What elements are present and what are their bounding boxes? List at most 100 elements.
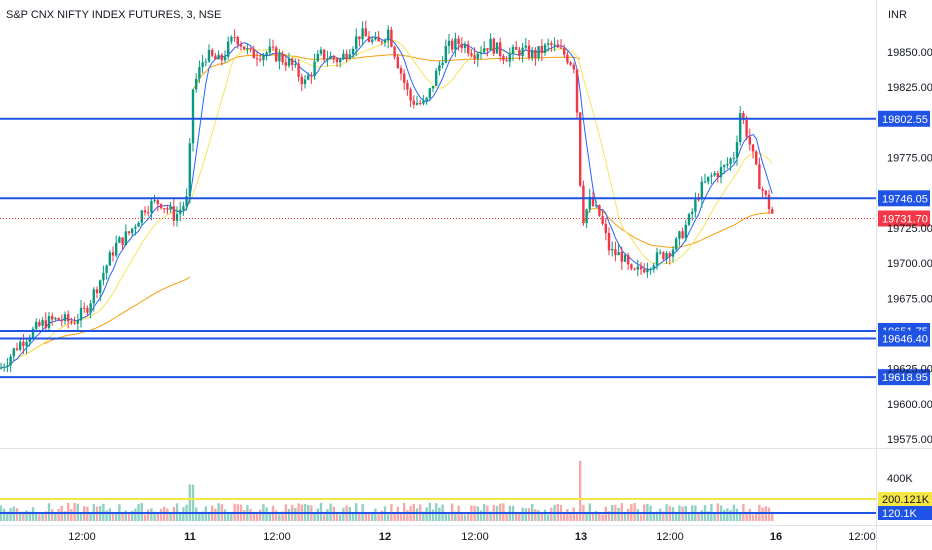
currency-label[interactable]: INR	[888, 9, 907, 21]
candle-body	[665, 253, 668, 260]
volume-bar	[543, 509, 547, 521]
volume-bar	[422, 511, 425, 521]
candle-body	[54, 318, 57, 320]
candle-body	[323, 49, 326, 60]
candle-body	[367, 36, 371, 43]
candle-body	[652, 265, 655, 270]
candle-body	[563, 48, 566, 55]
volume-bar	[374, 508, 377, 521]
candle-body	[547, 43, 550, 45]
vwap-path	[192, 54, 581, 90]
candle-body	[41, 320, 44, 326]
candle-body	[175, 213, 179, 221]
candle-body	[319, 49, 323, 54]
volume-bar	[572, 507, 575, 521]
candle-body	[239, 44, 243, 47]
volume-bar	[767, 507, 771, 521]
volume-bar	[25, 510, 28, 521]
volume-bar	[540, 513, 543, 521]
candle-body	[291, 58, 294, 65]
candle-body	[182, 206, 185, 210]
candle-body	[419, 103, 422, 105]
volume-bar	[227, 513, 230, 521]
candle-body	[483, 48, 486, 53]
candle-body	[441, 62, 444, 65]
candle-body	[374, 37, 377, 40]
candle-body	[76, 320, 79, 324]
volume-bar	[169, 512, 172, 521]
candle-body	[195, 78, 198, 90]
price-axis[interactable]: 19850.00 19825.00 19775.00 19725.00 19700.00…	[887, 47, 932, 485]
volume-bar	[6, 511, 9, 521]
volume-bar	[268, 512, 271, 521]
horizontal-levels[interactable]: 19802.5519746.0519651.7519646.4019618.95…	[0, 110, 932, 520]
candle-body	[412, 100, 415, 105]
candle-body	[310, 75, 313, 77]
price-tick-label: 19825.00	[887, 82, 932, 94]
last-price-label: 19731.70	[882, 213, 928, 225]
volume-bar	[595, 511, 598, 521]
volume-bar	[339, 514, 342, 521]
candle-body	[415, 103, 419, 105]
candle-body	[479, 52, 483, 54]
candle-body	[748, 136, 751, 145]
time-tick-label: 12:00	[68, 531, 96, 543]
candle-body	[172, 206, 175, 221]
candle-body	[211, 49, 214, 56]
candle-body	[534, 49, 537, 59]
volume-bar	[67, 502, 70, 521]
candle-body	[668, 253, 671, 257]
price-level-tag	[878, 190, 930, 207]
volume-bar	[131, 510, 134, 521]
volume-bar	[425, 507, 428, 521]
volume-bar	[323, 514, 326, 521]
volume-bar	[524, 508, 527, 521]
volume-bar	[387, 514, 390, 521]
volume-bar	[275, 510, 278, 521]
candle-body	[447, 40, 451, 46]
volume-bar	[3, 508, 6, 521]
candle-body	[22, 341, 25, 346]
time-axis[interactable]: 12:00 11 12:00 12 12:00 13 12:00 16 12:00	[68, 531, 876, 543]
candle-body	[204, 61, 207, 63]
candle-body	[380, 41, 383, 43]
candle-body	[102, 272, 105, 281]
volume-bar	[243, 510, 246, 521]
candle-body	[124, 231, 127, 245]
candle-body	[111, 252, 115, 256]
candle-body	[150, 201, 153, 213]
volume-bar	[35, 512, 38, 521]
volume-bar	[121, 511, 124, 521]
candle-body	[332, 56, 335, 60]
candle-body	[12, 348, 15, 357]
candle-body	[659, 252, 662, 254]
candle-body	[521, 47, 524, 57]
time-tick-label: 12	[379, 531, 391, 543]
candle-body	[643, 269, 646, 273]
candle-body	[716, 173, 719, 178]
volume-bar	[662, 511, 665, 521]
candle-body	[537, 46, 540, 59]
candle-body	[166, 208, 169, 210]
candle-body	[582, 185, 585, 224]
candle-body	[163, 208, 166, 210]
last-price-tag	[878, 210, 930, 227]
volume-bar	[687, 513, 691, 521]
volume-bar	[124, 510, 127, 521]
candle-body	[671, 249, 675, 257]
volume-bar	[444, 514, 447, 521]
candle-body	[588, 196, 591, 210]
candle-body	[687, 214, 691, 225]
candle-body	[0, 367, 3, 369]
candle-body	[44, 320, 47, 328]
candle-body	[604, 223, 607, 233]
candle-body	[73, 322, 76, 324]
volume-bar	[771, 513, 774, 521]
candle-body	[60, 320, 63, 322]
volume-bar	[585, 511, 588, 521]
candle-body	[6, 365, 9, 368]
candle-body	[697, 199, 700, 201]
candle-body	[675, 238, 678, 250]
volume-bar	[748, 508, 751, 521]
